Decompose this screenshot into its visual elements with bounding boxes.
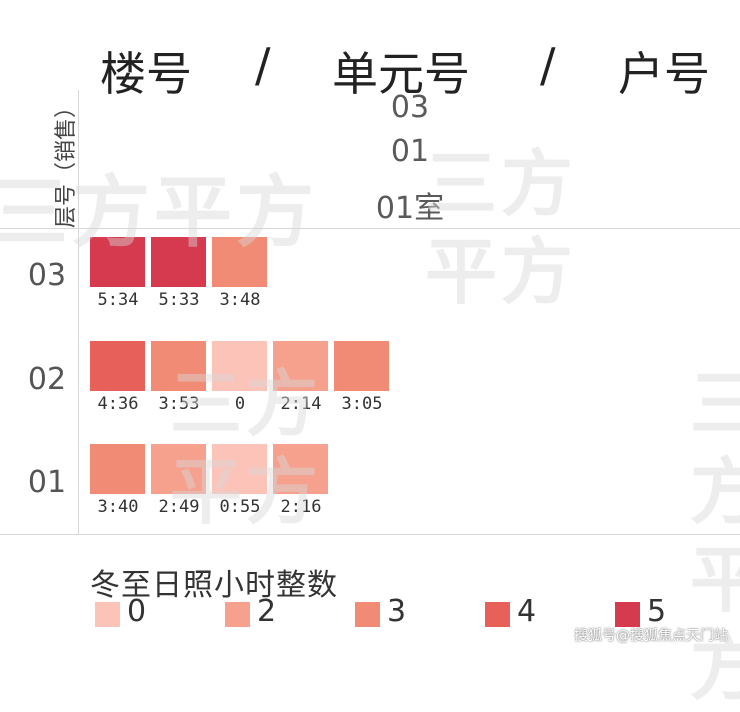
- sunlight-cell: [151, 237, 206, 287]
- sunlight-cell-label: 2:14: [280, 394, 322, 414]
- sunlight-cell: [90, 444, 145, 494]
- header-building: 楼号: [100, 47, 192, 101]
- floor-axis-title: 层号（销售）: [54, 95, 79, 228]
- sunlight-cell-label: 0: [234, 394, 246, 414]
- legend-label: 3: [387, 594, 407, 629]
- sunlight-cell: [334, 341, 389, 391]
- unit-header-building: 03: [390, 90, 430, 125]
- sunlight-cell: [212, 444, 267, 494]
- sunlight-cell: [90, 237, 145, 287]
- legend-label: 4: [517, 594, 537, 629]
- sunlight-cell-label: 4:36: [97, 394, 139, 414]
- legend-swatch: [355, 602, 380, 627]
- sunlight-cell-label: 2:16: [280, 497, 322, 517]
- legend-label: 2: [257, 594, 277, 629]
- sunlight-cell: [151, 341, 206, 391]
- legend-swatch: [225, 602, 250, 627]
- sunlight-cell: [212, 341, 267, 391]
- sunlight-cell-label: 3:48: [219, 290, 261, 310]
- sunlight-cell-label: 3:53: [158, 394, 200, 414]
- header-separator-2: /: [540, 38, 556, 92]
- sunlight-cell-label: 2:49: [158, 497, 200, 517]
- sunlight-cell: [151, 444, 206, 494]
- sunlight-cell: [90, 341, 145, 391]
- legend-title: 冬至日照小时整数: [90, 568, 338, 603]
- watermark-right: 三方平方: [690, 362, 740, 710]
- grid-bottom-divider: [0, 534, 740, 535]
- sunlight-cell-label: 5:33: [158, 290, 200, 310]
- legend-swatch: [485, 602, 510, 627]
- sunlight-cell-label: 3:40: [97, 497, 139, 517]
- floor-label-03: 03: [27, 258, 67, 293]
- legend-label: 5: [647, 594, 667, 629]
- sunlight-cell-label: 5:34: [97, 290, 139, 310]
- legend-label: 0: [127, 594, 147, 629]
- source-credit: 搜狐号@搜狐焦点天门站: [574, 628, 728, 644]
- header-divider: [0, 228, 740, 229]
- unit-header-unit: 01: [390, 134, 430, 169]
- sunlight-cell: [273, 341, 328, 391]
- unit-header-room: 01室: [375, 191, 445, 226]
- header-unit: 单元号: [332, 47, 470, 101]
- floor-label-01: 01: [27, 465, 67, 500]
- sunlight-cell: [212, 237, 267, 287]
- sunlight-cell: [273, 444, 328, 494]
- header-separator-1: /: [255, 38, 271, 92]
- legend-swatch: [95, 602, 120, 627]
- sunlight-cell-label: 3:05: [341, 394, 383, 414]
- legend-swatch: [615, 602, 640, 627]
- sunlight-cell-label: 0:55: [219, 497, 261, 517]
- header-room: 户号: [618, 47, 710, 101]
- floor-label-02: 02: [27, 362, 67, 397]
- row-header-divider: [78, 90, 79, 534]
- header-title: 楼号 / 单元号 / 户号: [100, 38, 725, 101]
